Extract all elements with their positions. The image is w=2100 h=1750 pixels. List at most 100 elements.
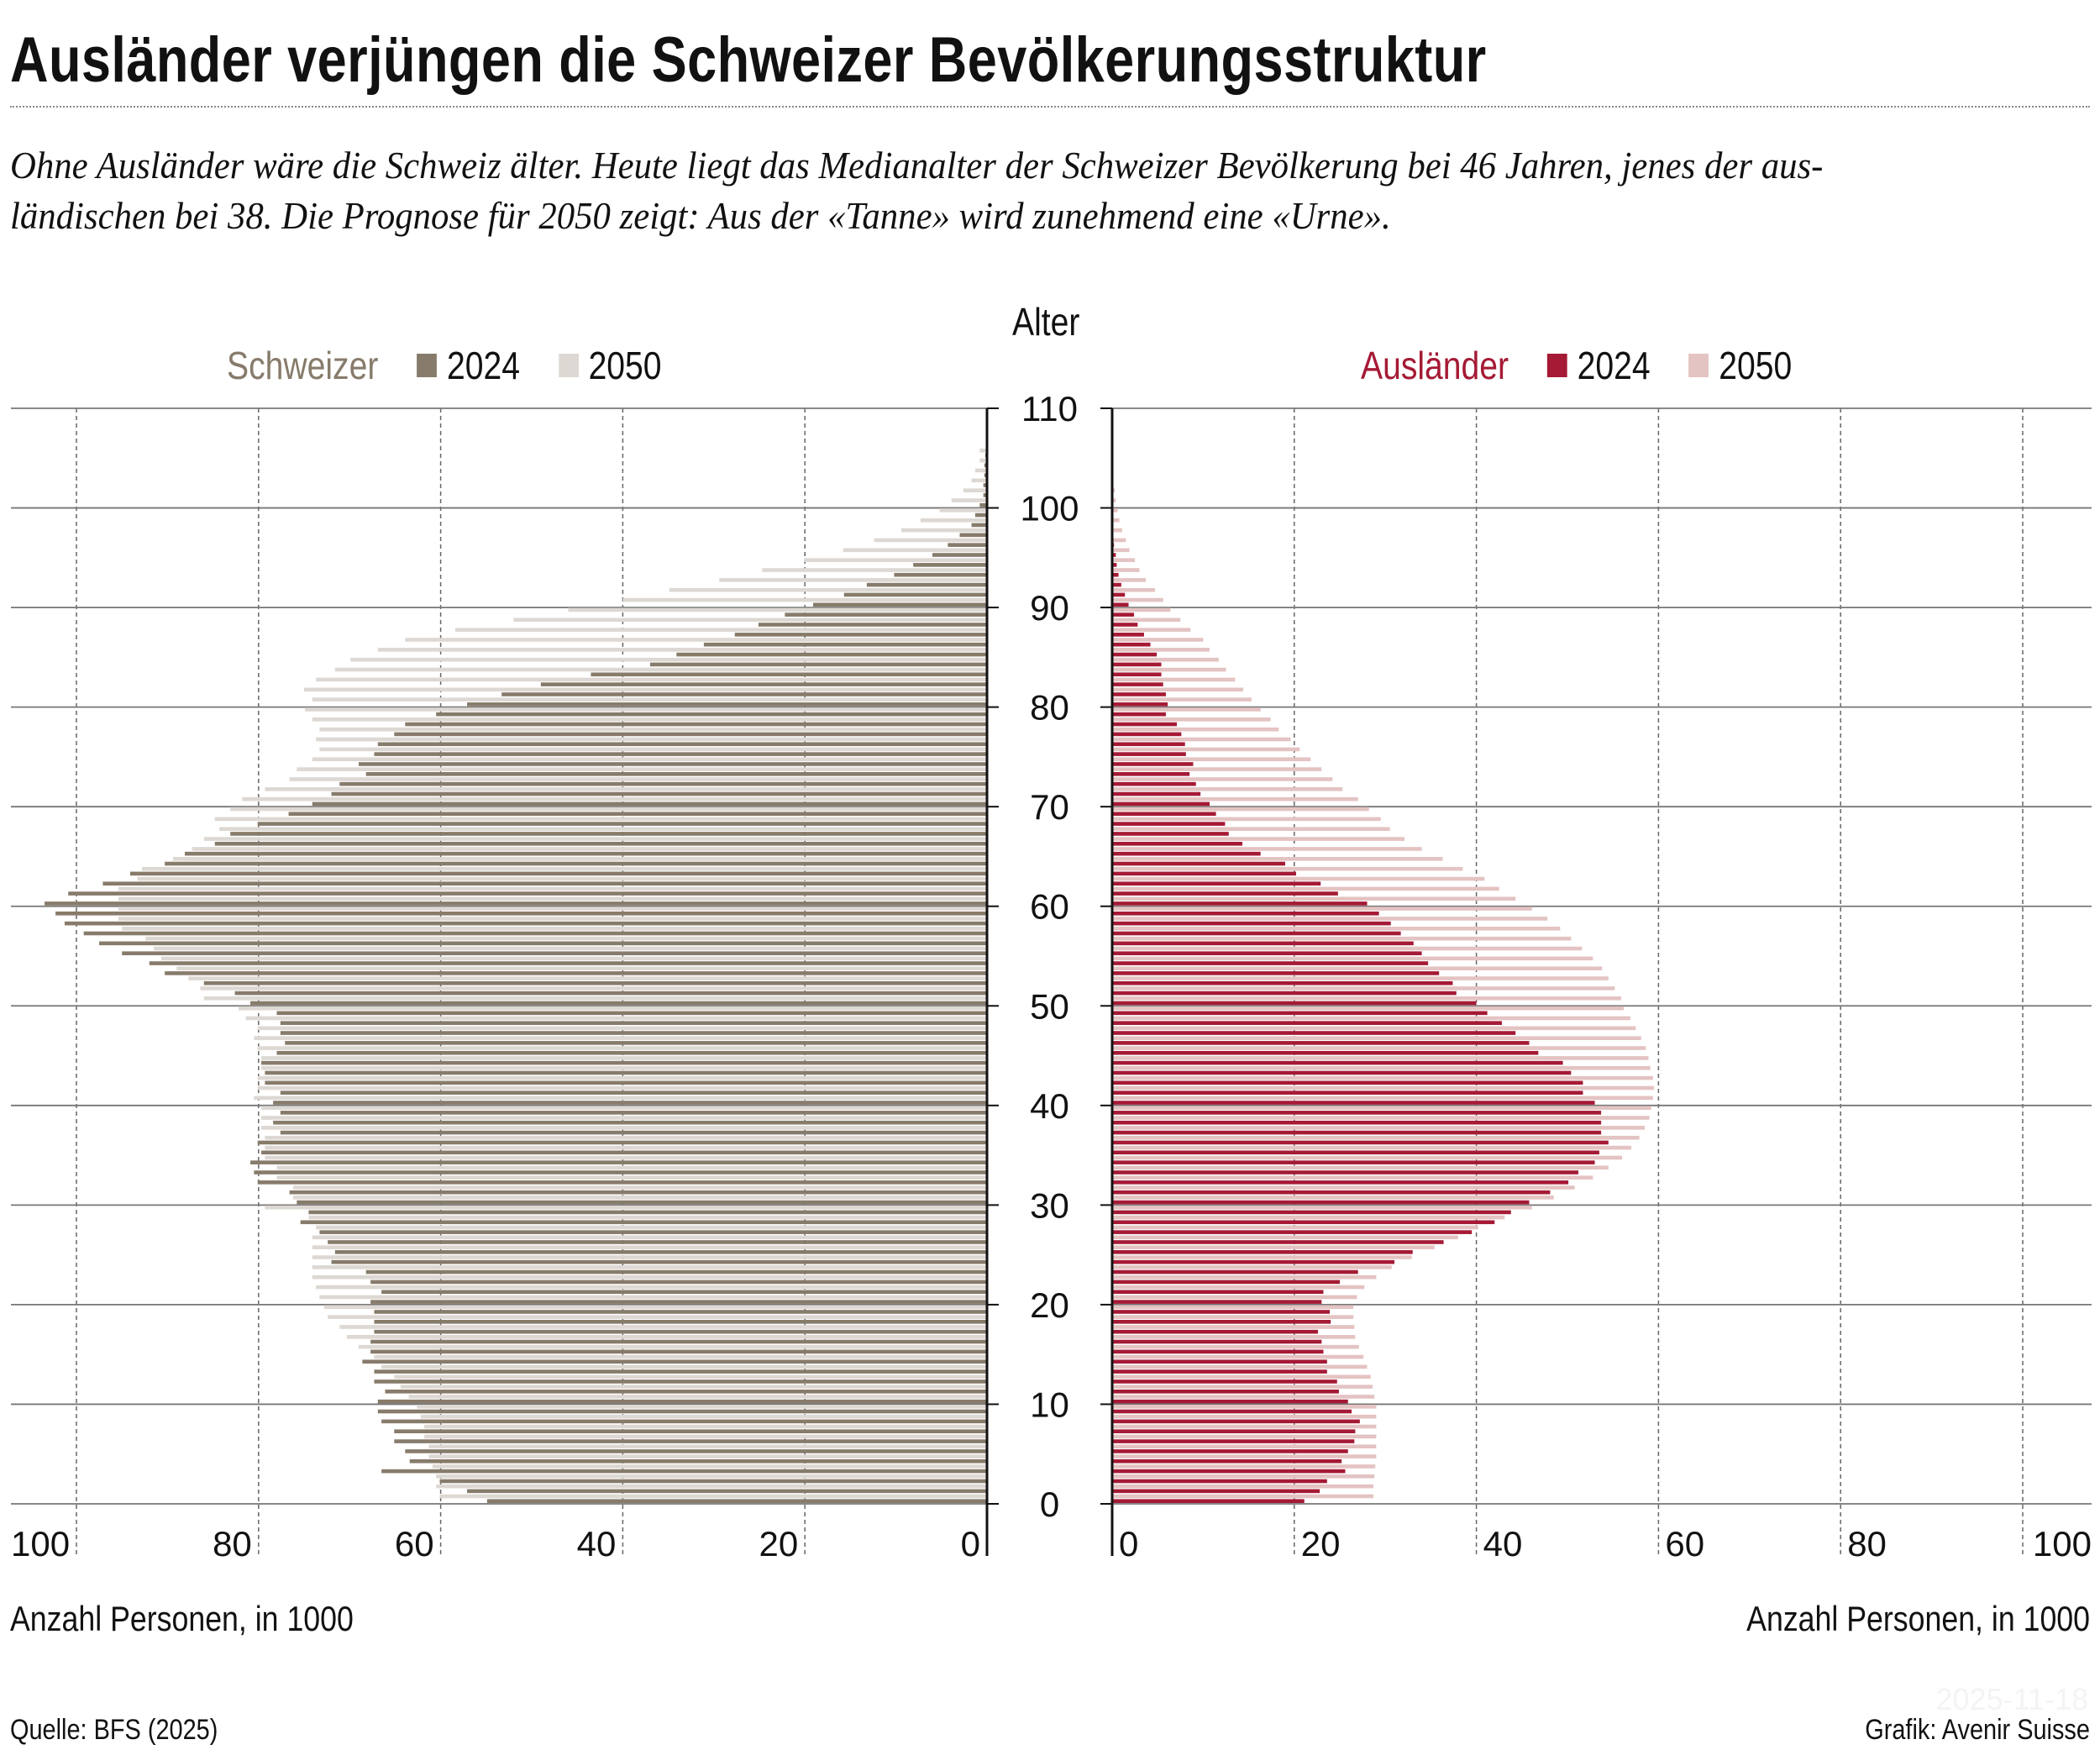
- bar-schweizer-2050-age-40: [254, 1096, 987, 1101]
- bar-auslaender-2024-age-48: [1112, 1021, 1502, 1025]
- bar-schweizer-2050-age-51: [200, 986, 987, 991]
- bar-schweizer-2024-age-53: [165, 971, 987, 975]
- bar-schweizer-2050-age-52: [188, 976, 987, 980]
- bar-auslaender-2050-age-55: [1112, 946, 1583, 951]
- bar-auslaender-2024-age-16: [1112, 1339, 1322, 1344]
- bar-schweizer-2024-age-94: [913, 563, 987, 567]
- bar-schweizer-2024-age-24: [331, 1259, 987, 1264]
- bar-schweizer-2024-age-101: [983, 493, 987, 497]
- bar-auslaender-2050-age-10: [1112, 1395, 1375, 1399]
- bar-auslaender-2050-age-58: [1112, 917, 1548, 921]
- bar-auslaender-2024-age-68: [1112, 822, 1226, 826]
- bar-auslaender-2050-age-30: [1112, 1196, 1554, 1200]
- bar-schweizer-2050-age-4: [428, 1454, 987, 1458]
- bar-auslaender-2024-age-87: [1112, 633, 1144, 637]
- bar-auslaender-2024-age-39: [1112, 1111, 1602, 1115]
- bar-auslaender-2024-age-6: [1112, 1439, 1355, 1443]
- bar-auslaender-2024-age-73: [1112, 772, 1190, 776]
- bar-auslaender-2050-age-34: [1112, 1155, 1623, 1160]
- bar-auslaender-2050-age-72: [1112, 777, 1333, 781]
- bar-schweizer-2050-age-81: [304, 687, 987, 692]
- bar-schweizer-2024-age-62: [102, 881, 987, 886]
- bar-schweizer-2050-age-36: [265, 1135, 987, 1140]
- x-axis-label-left: Anzahl Personen, in 1000: [10, 1599, 354, 1638]
- y-axis-label: Alter: [1012, 300, 1080, 344]
- bar-auslaender-2024-age-58: [1112, 921, 1391, 926]
- bar-schweizer-2024-age-38: [273, 1120, 987, 1125]
- bar-auslaender-2024-age-3: [1112, 1469, 1346, 1474]
- bar-schweizer-2024-age-16: [370, 1339, 988, 1344]
- x-tick-label: 20: [1301, 1524, 1341, 1563]
- bar-schweizer-2050-age-3: [432, 1464, 987, 1469]
- bar-auslaender-2050-age-28: [1112, 1215, 1505, 1220]
- bar-schweizer-2024-age-47: [280, 1031, 987, 1035]
- bar-schweizer-2024-age-22: [370, 1280, 988, 1285]
- y-tick-label: 0: [1040, 1485, 1059, 1524]
- bar-auslaender-2024-age-27: [1112, 1230, 1473, 1234]
- bar-schweizer-2024-age-69: [288, 812, 987, 817]
- bar-schweizer-2024-age-46: [285, 1041, 988, 1045]
- legend-swatch: [1546, 354, 1567, 377]
- bar-auslaender-2050-age-56: [1112, 936, 1572, 941]
- bar-auslaender-2050-age-25: [1112, 1245, 1435, 1249]
- bar-schweizer-2050-age-21: [316, 1285, 987, 1290]
- bar-auslaender-2024-age-14: [1112, 1359, 1327, 1364]
- bar-schweizer-2024-age-33: [254, 1170, 987, 1175]
- bar-schweizer-2050-age-13: [381, 1364, 987, 1369]
- legend-swatch: [1688, 354, 1709, 377]
- source-note: Quelle: BFS (2025): [10, 1714, 218, 1746]
- bar-auslaender-2024-age-31: [1112, 1190, 1551, 1195]
- bar-schweizer-2024-age-98: [971, 523, 987, 528]
- bar-auslaender-2024-age-49: [1112, 1011, 1488, 1016]
- x-tick-label: 100: [11, 1524, 70, 1563]
- bar-auslaender-2050-age-45: [1112, 1046, 1646, 1050]
- bar-auslaender-2050-age-24: [1112, 1255, 1412, 1259]
- bar-auslaender-2024-age-55: [1112, 951, 1422, 955]
- bar-auslaender-2024-age-11: [1112, 1390, 1339, 1394]
- bar-auslaender-2050-age-31: [1112, 1185, 1575, 1190]
- bar-schweizer-2050-age-91: [669, 587, 987, 592]
- x-tick-label: 80: [1847, 1524, 1887, 1563]
- bar-schweizer-2024-age-57: [83, 931, 987, 936]
- bar-auslaender-2050-age-92: [1112, 578, 1147, 582]
- bar-schweizer-2050-age-18: [328, 1315, 988, 1319]
- y-tick-label: 100: [1020, 489, 1079, 528]
- bar-auslaender-2050-age-74: [1112, 757, 1311, 762]
- bar-auslaender-2050-age-76: [1112, 737, 1291, 742]
- bar-schweizer-2024-age-76: [377, 742, 988, 747]
- bar-auslaender-2024-age-79: [1112, 712, 1166, 717]
- bar-schweizer-2050-age-78: [312, 717, 988, 722]
- bar-schweizer-2024-age-72: [339, 781, 987, 786]
- bar-schweizer-2050-age-57: [122, 926, 988, 931]
- bar-schweizer-2050-age-94: [804, 558, 987, 562]
- bar-schweizer-2024-age-49: [276, 1011, 988, 1016]
- bar-schweizer-2050-age-96: [874, 538, 987, 543]
- y-tick-label: 80: [1030, 688, 1069, 728]
- subtitle-line-1: Ohne Ausländer wäre die Schweiz älter. H…: [10, 144, 1824, 187]
- bar-auslaender-2024-age-57: [1112, 931, 1401, 936]
- bar-schweizer-2024-age-48: [280, 1021, 987, 1025]
- bar-schweizer-2050-age-55: [154, 946, 987, 951]
- bar-auslaender-2050-age-42: [1112, 1075, 1653, 1080]
- bar-auslaender-2050-age-66: [1112, 837, 1404, 841]
- bar-schweizer-2024-age-87: [734, 633, 987, 637]
- bar-schweizer-2050-age-93: [762, 568, 987, 572]
- bar-schweizer-2050-age-61: [118, 886, 987, 891]
- bar-schweizer-2024-age-88: [758, 623, 987, 627]
- bar-schweizer-2024-age-40: [273, 1101, 987, 1105]
- bar-auslaender-2024-age-13: [1112, 1369, 1327, 1374]
- legend-item-2024: 2024: [417, 343, 520, 388]
- date-watermark: 2025-11-18: [1935, 1682, 2088, 1716]
- bar-auslaender-2050-age-8: [1112, 1414, 1377, 1419]
- bar-schweizer-2050-age-37: [261, 1126, 987, 1130]
- bar-auslaender-2050-age-7: [1112, 1424, 1377, 1429]
- bar-auslaender-2050-age-12: [1112, 1374, 1371, 1380]
- bar-auslaender-2024-age-61: [1112, 891, 1338, 896]
- bar-schweizer-2050-age-71: [265, 787, 987, 791]
- bar-schweizer-2024-age-74: [359, 762, 987, 766]
- bar-schweizer-2050-age-70: [242, 796, 988, 801]
- bar-auslaender-2050-age-33: [1112, 1165, 1609, 1170]
- bar-schweizer-2024-age-21: [381, 1290, 987, 1295]
- bar-schweizer-2024-age-8: [381, 1419, 987, 1424]
